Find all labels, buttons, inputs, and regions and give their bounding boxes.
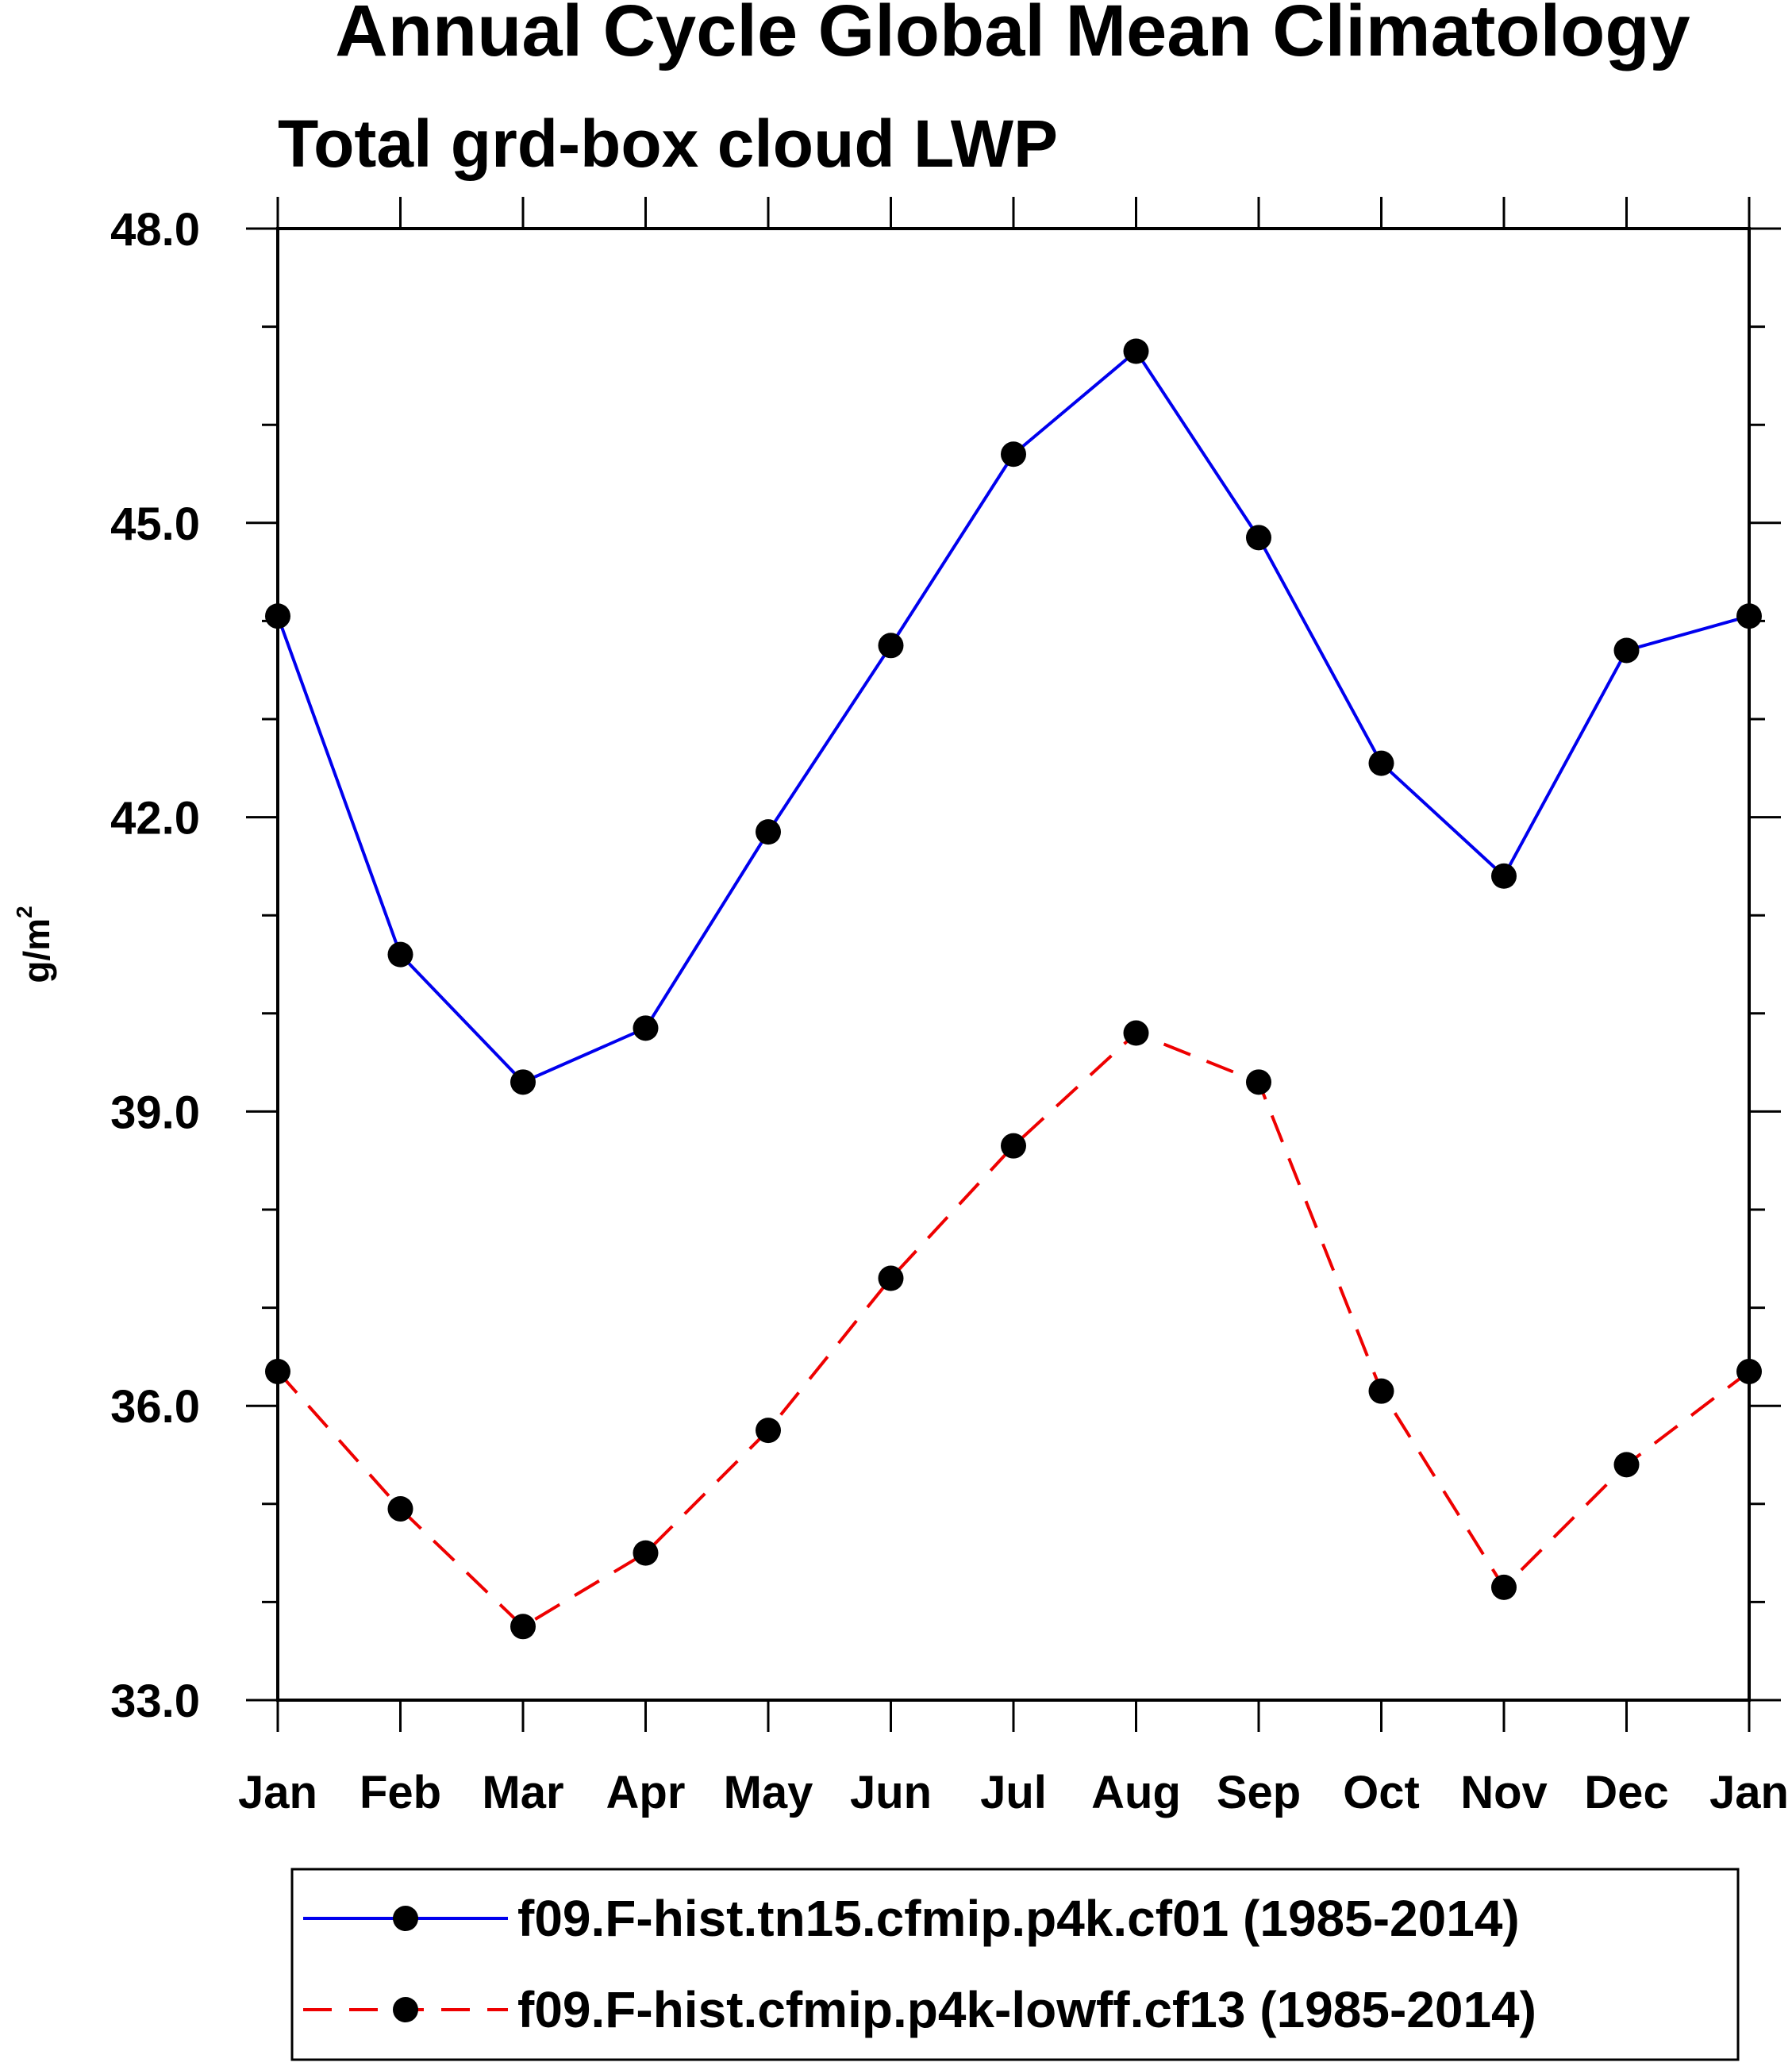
x-tick-label: Jul: [980, 1767, 1047, 1818]
series-1-point: [1001, 441, 1026, 467]
series-2-point: [510, 1614, 536, 1640]
legend-label-1: f09.F-hist.tn15.cfmip.p4k.cf01 (1985-201…: [517, 1890, 1520, 1947]
y-tick-label: 39.0: [110, 1087, 200, 1138]
x-tick-label: Apr: [606, 1767, 686, 1818]
x-tick-label: Aug: [1091, 1767, 1181, 1818]
series-2-point: [1001, 1133, 1026, 1159]
x-tick-label: Oct: [1343, 1767, 1420, 1818]
series-2-point: [387, 1495, 413, 1522]
legend-marker-2: [393, 1997, 418, 2022]
x-tick-label: Dec: [1584, 1767, 1668, 1818]
legend-box: [290, 1868, 1740, 2061]
x-tick-label: May: [724, 1767, 813, 1818]
series-2-point: [878, 1265, 904, 1291]
series-2-point: [1123, 1020, 1149, 1046]
series-1-point: [510, 1069, 536, 1095]
chart-title: Annual Cycle Global Mean Climatology: [335, 0, 1690, 71]
series-2-point: [1246, 1069, 1271, 1095]
series-2-point: [633, 1540, 659, 1566]
series-2-point: [1613, 1452, 1640, 1478]
y-tick-labels: 48.0 45.0 42.0 39.0 36.0 33.0: [110, 204, 200, 1727]
legend-marker-1: [393, 1906, 418, 1931]
plot-frame: [276, 227, 1751, 1702]
series-1-point: [387, 941, 413, 968]
legend: f09.F-hist.tn15.cfmip.p4k.cf01 (1985-201…: [290, 1868, 1740, 2061]
series-2-point: [1491, 1574, 1517, 1600]
chart-subtitle: Total grd-box cloud LWP: [278, 106, 1058, 181]
series-2-point: [756, 1418, 781, 1444]
series-1-point: [1123, 338, 1149, 364]
y-tick-label: 45.0: [110, 498, 200, 550]
series-1-point: [1368, 750, 1394, 776]
series-1-point: [633, 1015, 659, 1041]
series-layer: [265, 338, 1762, 1640]
x-tick-label: Jan: [238, 1767, 317, 1818]
series-1-point: [878, 633, 904, 659]
legend-label-2: f09.F-hist.cfmip.p4k-lowff.cf13 (1985-20…: [517, 1981, 1536, 2038]
x-tick-label: Jan: [1709, 1767, 1789, 1818]
x-tick-label: Nov: [1460, 1767, 1548, 1818]
y-tick-label: 48.0: [110, 204, 200, 256]
axis-ticks: [246, 197, 1781, 1732]
y-tick-label: 42.0: [110, 793, 200, 845]
series-1-point: [1246, 525, 1271, 551]
series-1-point: [756, 819, 781, 845]
y-axis-label: g/m2: [12, 906, 57, 983]
series-2-point: [1368, 1378, 1394, 1404]
x-tick-labels: Jan Feb Mar Apr May Jun Jul Aug Sep Oct Nov Dec Jan: [238, 1767, 1789, 1818]
x-tick-label: Jun: [850, 1767, 932, 1818]
x-tick-label: Sep: [1217, 1767, 1301, 1818]
y-tick-label: 33.0: [110, 1676, 200, 1727]
series-1-point: [1613, 637, 1640, 664]
series-1-point: [1491, 863, 1517, 889]
y-axis-label-superscript: 2: [12, 906, 37, 918]
y-tick-label: 36.0: [110, 1381, 200, 1433]
x-tick-label: Feb: [360, 1767, 441, 1818]
x-tick-label: Mar: [482, 1767, 563, 1818]
y-axis-label-base: g/m: [16, 918, 57, 983]
